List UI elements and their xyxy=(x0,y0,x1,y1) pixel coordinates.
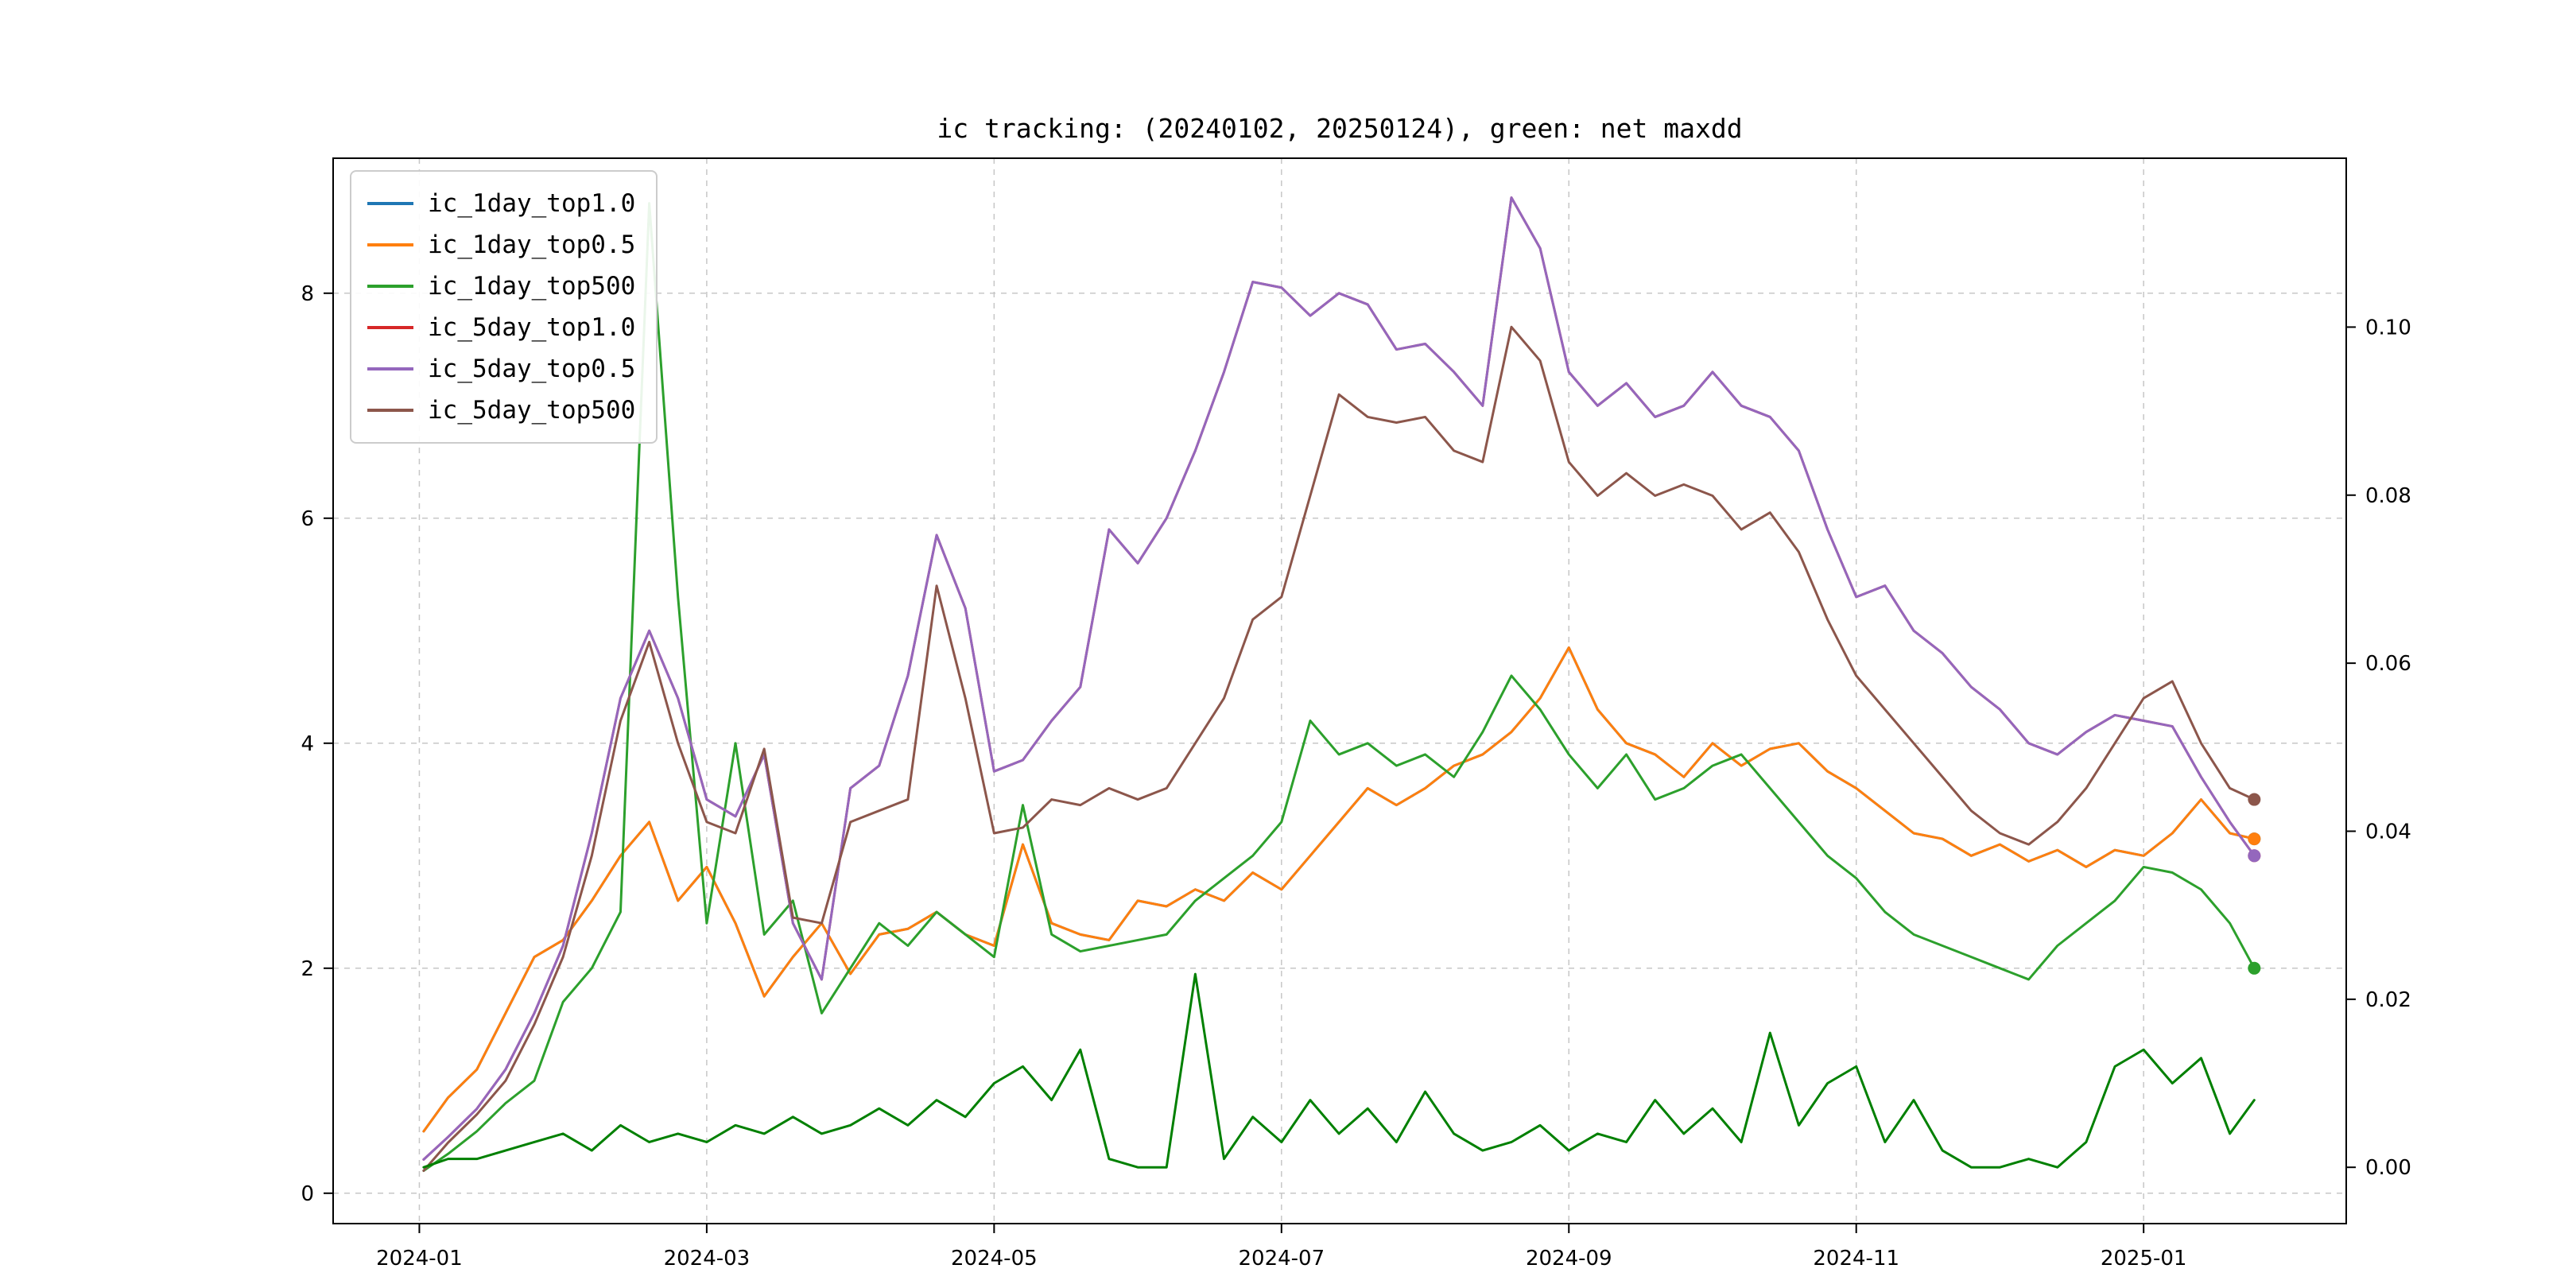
series-line-ic_1day_top500 xyxy=(422,202,2256,1172)
legend-swatch xyxy=(367,243,413,246)
right-tick-label: 0.10 xyxy=(2365,316,2411,339)
legend-item-ic_1day_top500: ic_1day_top500 xyxy=(367,266,635,307)
series-end-dot-ic_1day_top0.5 xyxy=(2248,832,2261,846)
legend-swatch xyxy=(367,367,413,370)
left-tick-label: 6 xyxy=(301,507,314,531)
x-tick-label: 2024-03 xyxy=(664,1247,751,1271)
x-tick-label: 2024-07 xyxy=(1238,1247,1325,1271)
series-line-ic_1day_top0.5 xyxy=(422,646,2256,1133)
right-tick-label: 0.02 xyxy=(2365,988,2411,1012)
x-tick-label: 2024-09 xyxy=(1526,1247,1612,1271)
legend-item-ic_1day_top0.5: ic_1day_top0.5 xyxy=(367,224,635,266)
legend-item-ic_5day_top500: ic_5day_top500 xyxy=(367,390,635,431)
right-tick-label: 0.08 xyxy=(2365,484,2411,508)
legend-swatch xyxy=(367,409,413,412)
series-line-ic_1day_top1.0 xyxy=(422,646,2256,1133)
series-line-ic_5day_top1.0 xyxy=(422,196,2256,1161)
series-line-net_maxdd xyxy=(422,972,2256,1169)
legend-label: ic_5day_top500 xyxy=(428,396,636,425)
plot-border xyxy=(332,157,2347,1224)
legend-item-ic_1day_top1.0: ic_1day_top1.0 xyxy=(367,183,635,224)
legend-label: ic_1day_top0.5 xyxy=(428,231,636,259)
left-tick-label: 4 xyxy=(301,732,314,756)
right-tick-label: 0.04 xyxy=(2365,820,2411,844)
legend-label: ic_5day_top0.5 xyxy=(428,355,636,383)
legend-item-ic_5day_top1.0: ic_5day_top1.0 xyxy=(367,307,635,348)
legend-item-ic_5day_top0.5: ic_5day_top0.5 xyxy=(367,348,635,390)
legend-label: ic_1day_top1.0 xyxy=(428,189,636,218)
x-tick-label: 2025-01 xyxy=(2101,1247,2187,1271)
legend-swatch xyxy=(367,326,413,329)
legend-label: ic_5day_top1.0 xyxy=(428,313,636,342)
legend-label: ic_1day_top500 xyxy=(428,272,636,301)
right-tick-label: 0.06 xyxy=(2365,652,2411,676)
legend: ic_1day_top1.0 ic_1day_top0.5 ic_1day_top5… xyxy=(350,170,658,444)
legend-swatch xyxy=(367,285,413,288)
left-tick-label: 8 xyxy=(301,282,314,306)
x-tick-label: 2024-05 xyxy=(951,1247,1038,1271)
series-end-dot-ic_5day_top0.5 xyxy=(2248,849,2261,863)
legend-swatch xyxy=(367,202,413,205)
x-tick-label: 2024-01 xyxy=(376,1247,463,1271)
series-line-ic_5day_top0.5 xyxy=(422,196,2256,1161)
series-line-ic_5day_top500 xyxy=(422,325,2256,1172)
left-tick-label: 2 xyxy=(301,957,314,981)
chart-title: ic tracking: (20240102, 20250124), green… xyxy=(937,113,1743,144)
series-end-dot-ic_5day_top500 xyxy=(2248,793,2261,806)
x-tick-label: 2024-11 xyxy=(1813,1247,1899,1271)
left-tick-label: 0 xyxy=(301,1182,314,1206)
right-tick-label: 0.00 xyxy=(2365,1156,2411,1180)
series-end-dot-ic_1day_top500 xyxy=(2248,961,2261,975)
